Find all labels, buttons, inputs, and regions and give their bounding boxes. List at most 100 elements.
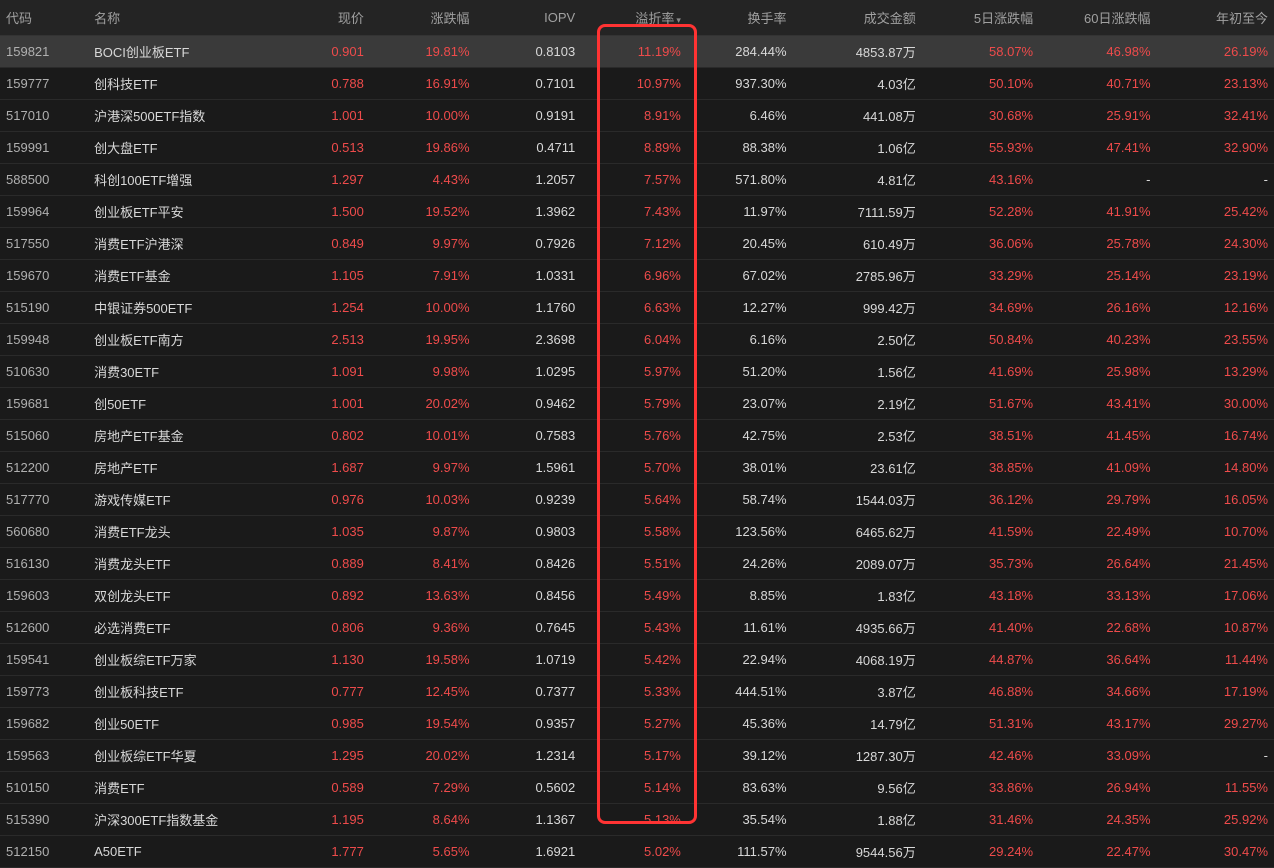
cell-premium: 11.19% — [581, 36, 687, 68]
cell-premium: 5.49% — [581, 580, 687, 612]
table-row[interactable]: 159603双创龙头ETF0.89213.63%0.84565.49%8.85%… — [0, 580, 1274, 612]
cell-price: 1.295 — [282, 740, 370, 772]
table-row[interactable]: 159681创50ETF1.00120.02%0.94625.79%23.07%… — [0, 388, 1274, 420]
col-ytd-header[interactable]: 年初至今 — [1157, 0, 1274, 36]
col-iopv-header[interactable]: IOPV — [476, 0, 582, 36]
cell-change: 20.02% — [370, 388, 476, 420]
cell-ytd: 16.74% — [1157, 420, 1274, 452]
col-price-header[interactable]: 现价 — [282, 0, 370, 36]
cell-change: 13.63% — [370, 580, 476, 612]
table-row[interactable]: 159948创业板ETF南方2.51319.95%2.36986.04%6.16… — [0, 324, 1274, 356]
col-name-header[interactable]: 名称 — [88, 0, 282, 36]
cell-code: 159541 — [0, 644, 88, 676]
cell-code: 159773 — [0, 676, 88, 708]
cell-premium: 5.17% — [581, 740, 687, 772]
cell-iopv: 1.0719 — [476, 644, 582, 676]
col-60d-header[interactable]: 60日涨跌幅 — [1039, 0, 1156, 36]
cell-change: 19.86% — [370, 132, 476, 164]
cell-60d: 43.17% — [1039, 708, 1156, 740]
cell-volume: 14.79亿 — [793, 708, 922, 740]
cell-iopv: 1.1367 — [476, 804, 582, 836]
table-row[interactable]: 515060房地产ETF基金0.80210.01%0.75835.76%42.7… — [0, 420, 1274, 452]
cell-price: 1.035 — [282, 516, 370, 548]
table-row[interactable]: 159563创业板综ETF华夏1.29520.02%1.23145.17%39.… — [0, 740, 1274, 772]
cell-name: 游戏传媒ETF — [88, 484, 282, 516]
cell-iopv: 1.2314 — [476, 740, 582, 772]
table-row[interactable]: 159541创业板综ETF万家1.13019.58%1.07195.42%22.… — [0, 644, 1274, 676]
cell-premium: 5.33% — [581, 676, 687, 708]
cell-price: 0.889 — [282, 548, 370, 580]
table-row[interactable]: 560680消费ETF龙头1.0359.87%0.98035.58%123.56… — [0, 516, 1274, 548]
cell-5d: 35.73% — [922, 548, 1039, 580]
cell-price: 1.500 — [282, 196, 370, 228]
cell-5d: 52.28% — [922, 196, 1039, 228]
table-row[interactable]: 159682创业50ETF0.98519.54%0.93575.27%45.36… — [0, 708, 1274, 740]
cell-change: 7.29% — [370, 772, 476, 804]
cell-5d: 44.87% — [922, 644, 1039, 676]
cell-volume: 4.03亿 — [793, 68, 922, 100]
table-row[interactable]: 515190中银证券500ETF1.25410.00%1.17606.63%12… — [0, 292, 1274, 324]
table-row[interactable]: 516130消费龙头ETF0.8898.41%0.84265.51%24.26%… — [0, 548, 1274, 580]
cell-code: 510150 — [0, 772, 88, 804]
cell-5d: 42.46% — [922, 740, 1039, 772]
table-row[interactable]: 512200房地产ETF1.6879.97%1.59615.70%38.01%2… — [0, 452, 1274, 484]
cell-iopv: 1.5961 — [476, 452, 582, 484]
col-turnover-header[interactable]: 换手率 — [687, 0, 793, 36]
cell-name: 中银证券500ETF — [88, 292, 282, 324]
cell-premium: 5.51% — [581, 548, 687, 580]
cell-premium: 7.43% — [581, 196, 687, 228]
cell-code: 588500 — [0, 164, 88, 196]
cell-5d: 31.46% — [922, 804, 1039, 836]
table-row[interactable]: 159821BOCI创业板ETF0.90119.81%0.810311.19%2… — [0, 36, 1274, 68]
table-row[interactable]: 515390沪深300ETF指数基金1.1958.64%1.13675.13%3… — [0, 804, 1274, 836]
cell-change: 19.54% — [370, 708, 476, 740]
cell-60d: 25.78% — [1039, 228, 1156, 260]
table-row[interactable]: 512600必选消费ETF0.8069.36%0.76455.43%11.61%… — [0, 612, 1274, 644]
cell-price: 0.901 — [282, 36, 370, 68]
table-row[interactable]: 510630消费30ETF1.0919.98%1.02955.97%51.20%… — [0, 356, 1274, 388]
cell-premium: 5.42% — [581, 644, 687, 676]
cell-code: 159681 — [0, 388, 88, 420]
table-row[interactable]: 159773创业板科技ETF0.77712.45%0.73775.33%444.… — [0, 676, 1274, 708]
col-volume-header[interactable]: 成交金额 — [793, 0, 922, 36]
cell-turnover: 45.36% — [687, 708, 793, 740]
table-row[interactable]: 512150A50ETF1.7775.65%1.69215.02%111.57%… — [0, 836, 1274, 868]
table-row[interactable]: 159670消费ETF基金1.1057.91%1.03316.96%67.02%… — [0, 260, 1274, 292]
cell-turnover: 23.07% — [687, 388, 793, 420]
table-row[interactable]: 159991创大盘ETF0.51319.86%0.47118.89%88.38%… — [0, 132, 1274, 164]
cell-ytd: 30.47% — [1157, 836, 1274, 868]
col-change-header[interactable]: 涨跌幅 — [370, 0, 476, 36]
cell-ytd: 12.16% — [1157, 292, 1274, 324]
cell-ytd: 10.87% — [1157, 612, 1274, 644]
cell-ytd: 10.70% — [1157, 516, 1274, 548]
cell-change: 5.65% — [370, 836, 476, 868]
cell-premium: 8.89% — [581, 132, 687, 164]
cell-code: 516130 — [0, 548, 88, 580]
cell-price: 2.513 — [282, 324, 370, 356]
cell-volume: 1.56亿 — [793, 356, 922, 388]
table-row[interactable]: 510150消费ETF0.5897.29%0.56025.14%83.63%9.… — [0, 772, 1274, 804]
cell-iopv: 0.8103 — [476, 36, 582, 68]
cell-ytd: - — [1157, 740, 1274, 772]
cell-turnover: 39.12% — [687, 740, 793, 772]
cell-ytd: 32.90% — [1157, 132, 1274, 164]
table-row[interactable]: 517550消费ETF沪港深0.8499.97%0.79267.12%20.45… — [0, 228, 1274, 260]
cell-price: 1.777 — [282, 836, 370, 868]
col-premium-header[interactable]: 溢折率▾ — [581, 0, 687, 36]
cell-iopv: 0.9357 — [476, 708, 582, 740]
cell-iopv: 0.8456 — [476, 580, 582, 612]
cell-code: 512600 — [0, 612, 88, 644]
table-row[interactable]: 517010沪港深500ETF指数1.00110.00%0.91918.91%6… — [0, 100, 1274, 132]
col-code-header[interactable]: 代码 — [0, 0, 88, 36]
cell-60d: 47.41% — [1039, 132, 1156, 164]
table-row[interactable]: 588500科创100ETF增强1.2974.43%1.20577.57%571… — [0, 164, 1274, 196]
table-row[interactable]: 159777创科技ETF0.78816.91%0.710110.97%937.3… — [0, 68, 1274, 100]
cell-60d: 25.91% — [1039, 100, 1156, 132]
col-5d-header[interactable]: 5日涨跌幅 — [922, 0, 1039, 36]
cell-volume: 999.42万 — [793, 292, 922, 324]
cell-change: 4.43% — [370, 164, 476, 196]
table-row[interactable]: 517770游戏传媒ETF0.97610.03%0.92395.64%58.74… — [0, 484, 1274, 516]
cell-5d: 43.18% — [922, 580, 1039, 612]
cell-turnover: 6.16% — [687, 324, 793, 356]
table-row[interactable]: 159964创业板ETF平安1.50019.52%1.39627.43%11.9… — [0, 196, 1274, 228]
